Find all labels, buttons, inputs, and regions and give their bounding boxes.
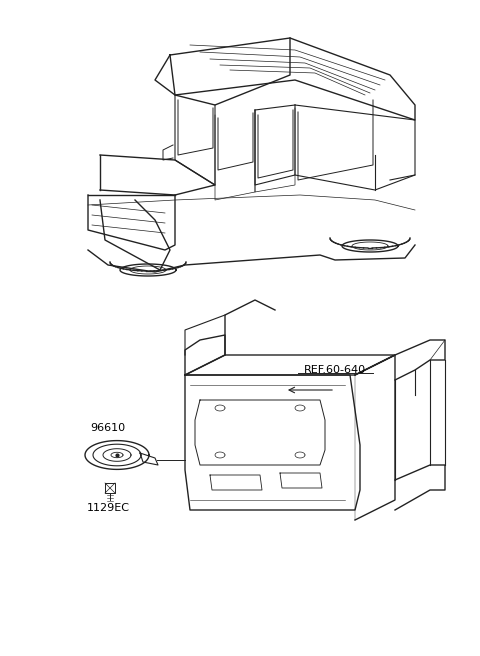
Text: 96610: 96610: [90, 423, 126, 433]
Text: REF.60-640: REF.60-640: [304, 365, 366, 375]
Text: 1129EC: 1129EC: [86, 503, 130, 513]
